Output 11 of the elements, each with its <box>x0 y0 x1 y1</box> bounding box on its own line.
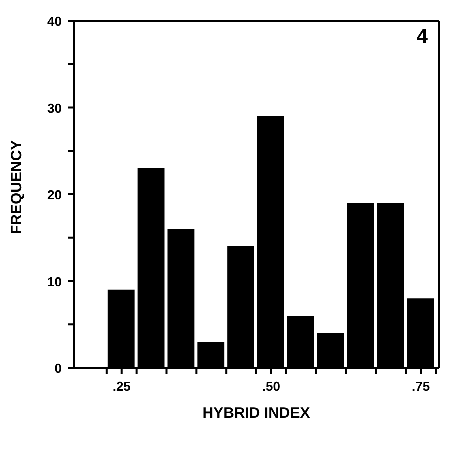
x-axis-title: HYBRID INDEX <box>202 405 310 422</box>
x-tick-label: .25 <box>112 379 131 394</box>
y-tick-label: 20 <box>48 188 62 202</box>
annotation: 4 <box>416 26 428 49</box>
y-tick-label: 30 <box>48 100 62 116</box>
y-tick-label: 40 <box>48 14 62 29</box>
y-tick-label: 0 <box>54 361 62 376</box>
y-axis-title: FREQUENCY <box>8 140 26 234</box>
y-tick-label: 10 <box>48 274 62 290</box>
x-tick-label: .50 <box>262 379 280 394</box>
x-tick-label: .75 <box>412 379 430 394</box>
